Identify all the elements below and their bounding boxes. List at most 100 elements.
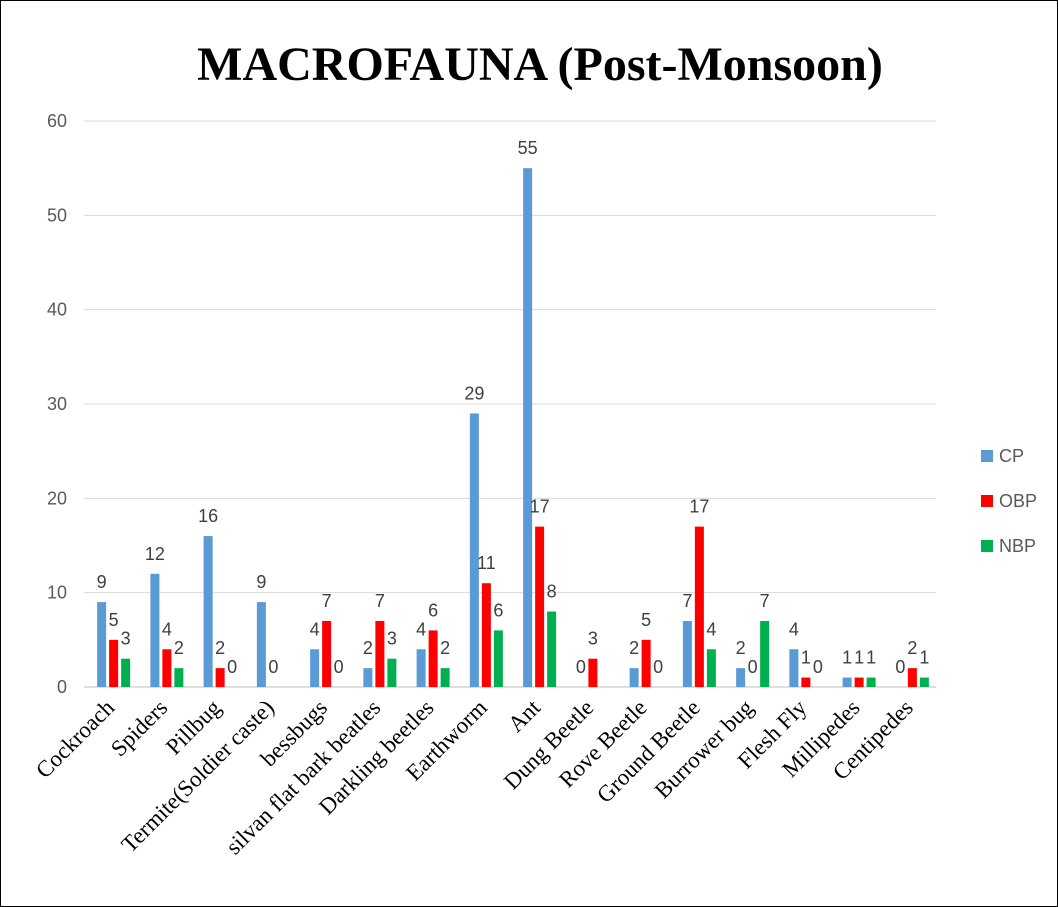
- data-label-obp: 5: [641, 610, 651, 630]
- bar-cp: [682, 620, 692, 687]
- data-label-nbp: 2: [174, 638, 184, 658]
- bar-obp: [109, 639, 119, 687]
- data-label-obp: 0: [268, 657, 278, 677]
- bar-obp: [375, 620, 385, 687]
- data-label-obp: 11: [477, 553, 496, 573]
- bar-cp: [736, 668, 746, 687]
- data-label-nbp: 0: [334, 657, 344, 677]
- y-tick-label: 0: [57, 677, 67, 697]
- x-tick-label: Cockroach: [31, 695, 119, 783]
- legend-label-obp: OBP: [999, 491, 1037, 511]
- data-label-nbp: 7: [760, 591, 770, 611]
- bar-obp: [801, 677, 811, 687]
- data-label-nbp: 3: [121, 629, 131, 649]
- data-label-cp: 4: [310, 619, 320, 639]
- bar-obp: [481, 583, 491, 687]
- data-label-cp: 29: [464, 383, 484, 403]
- data-label-nbp: 0: [813, 657, 823, 677]
- y-tick-label: 20: [47, 488, 67, 508]
- bar-cp: [523, 168, 533, 687]
- y-tick-label: 30: [47, 394, 67, 414]
- legend: CP OBP NBP: [981, 446, 1037, 556]
- data-label-cp: 9: [97, 572, 107, 592]
- data-label-obp: 2: [215, 638, 225, 658]
- data-label-nbp: 2: [440, 638, 450, 658]
- bar-cp: [310, 649, 320, 687]
- data-label-cp: 7: [682, 591, 692, 611]
- data-label-cp: 2: [736, 638, 746, 658]
- data-label-cp: 4: [789, 619, 799, 639]
- data-label-nbp: 1: [919, 648, 929, 668]
- data-label-cp: 16: [198, 506, 218, 526]
- legend-label-nbp: NBP: [999, 536, 1036, 556]
- bar-nbp: [919, 677, 929, 687]
- data-label-nbp: 4: [706, 619, 716, 639]
- data-label-cp: 2: [363, 638, 373, 658]
- data-label-cp: 1: [842, 648, 852, 668]
- y-tick-label: 40: [47, 300, 67, 320]
- y-axis-ticks: 0 10 20 30 40 50 60: [47, 111, 67, 697]
- legend-label-cp: CP: [999, 446, 1024, 466]
- bar-cp: [256, 602, 266, 687]
- data-label-cp: 55: [518, 138, 538, 158]
- bar-cp: [842, 677, 852, 687]
- bar-obp: [428, 630, 438, 687]
- x-tick-label: Ant: [503, 694, 546, 737]
- data-label-obp: 5: [109, 610, 119, 630]
- data-label-obp: 6: [428, 600, 438, 620]
- bar-obp: [588, 658, 598, 687]
- bar-cp: [363, 668, 373, 687]
- bar-obp: [641, 639, 651, 687]
- data-label-obp: 4: [162, 619, 172, 639]
- bar-cp: [203, 536, 213, 687]
- bar-nbp: [760, 620, 770, 687]
- data-label-obp: 0: [748, 657, 758, 677]
- bar-cp: [150, 573, 160, 687]
- bar-obp: [854, 677, 864, 687]
- data-label-nbp: 0: [227, 657, 237, 677]
- bar-nbp: [547, 611, 557, 687]
- bar-cp: [469, 413, 479, 687]
- data-label-nbp: 0: [653, 657, 663, 677]
- data-label-nbp: 6: [493, 600, 503, 620]
- bar-nbp: [440, 668, 450, 687]
- bar-nbp: [387, 658, 397, 687]
- bar-obp: [162, 649, 172, 687]
- y-tick-label: 60: [47, 111, 67, 131]
- y-tick-label: 10: [47, 583, 67, 603]
- data-label-nbp: 3: [387, 629, 397, 649]
- data-label-cp: 0: [895, 657, 905, 677]
- data-label-obp: 17: [530, 497, 550, 517]
- legend-swatch-obp: [981, 495, 993, 507]
- bar-cp: [629, 668, 639, 687]
- bar-cp: [416, 649, 426, 687]
- data-label-cp: 2: [629, 638, 639, 658]
- bar-obp: [907, 668, 917, 687]
- legend-swatch-cp: [981, 450, 993, 462]
- gridlines: [84, 120, 936, 594]
- data-label-obp: 7: [322, 591, 332, 611]
- data-label-obp: 7: [375, 591, 385, 611]
- bars: [97, 168, 929, 687]
- data-label-obp: 2: [907, 638, 917, 658]
- bar-nbp: [866, 677, 876, 687]
- legend-swatch-nbp: [981, 540, 993, 552]
- data-label-obp: 3: [588, 629, 598, 649]
- bar-obp: [694, 526, 704, 687]
- bar-obp: [322, 620, 332, 687]
- data-label-cp: 0: [576, 657, 586, 677]
- data-label-nbp: 1: [866, 648, 876, 668]
- bar-cp: [789, 649, 799, 687]
- bar-nbp: [706, 649, 716, 687]
- data-label-cp: 12: [145, 544, 165, 564]
- y-tick-label: 50: [47, 205, 67, 225]
- bar-cp: [97, 602, 107, 687]
- bar-nbp: [121, 658, 131, 687]
- data-label-nbp: 8: [547, 582, 557, 602]
- x-tick-label: Spiders: [106, 695, 173, 762]
- data-label-obp: 17: [689, 497, 709, 517]
- data-label-obp: 1: [854, 648, 864, 668]
